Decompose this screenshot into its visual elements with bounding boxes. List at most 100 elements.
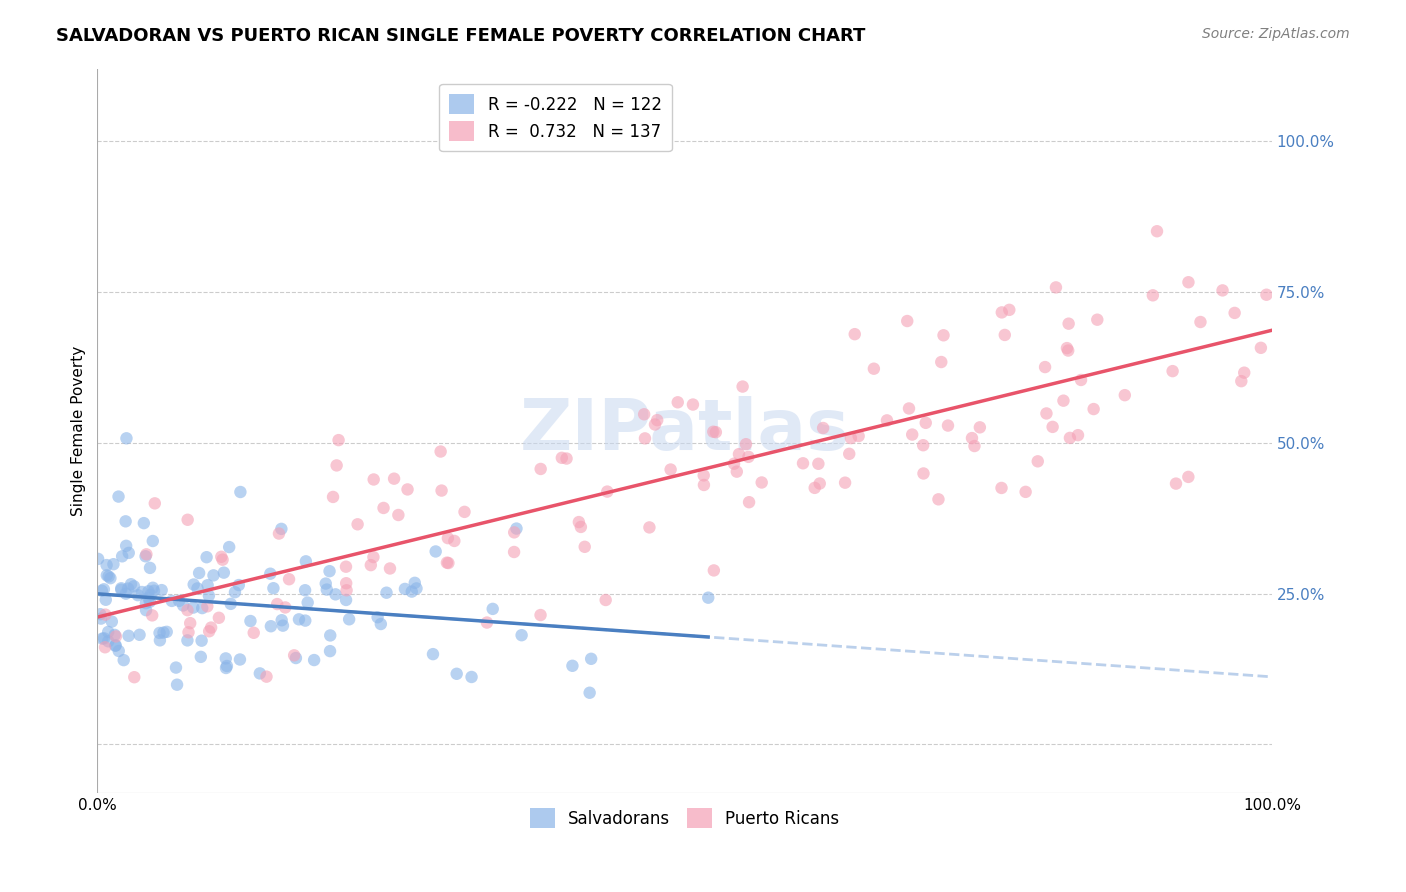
Point	[138, 584, 160, 599]
Point	[94, 640, 117, 655]
Point	[811, 421, 834, 435]
Point	[1056, 341, 1078, 355]
Point	[197, 578, 219, 592]
Point	[266, 597, 288, 611]
Point	[1014, 484, 1036, 499]
Point	[181, 600, 204, 615]
Point	[288, 612, 311, 626]
Point	[149, 633, 172, 648]
Point	[378, 561, 401, 575]
Point	[141, 608, 163, 623]
Point	[596, 484, 619, 499]
Point	[1161, 364, 1184, 378]
Point	[335, 593, 357, 607]
Point	[1035, 407, 1057, 421]
Point	[574, 540, 596, 554]
Point	[901, 427, 924, 442]
Point	[325, 587, 347, 601]
Point	[725, 465, 748, 479]
Point	[1177, 275, 1199, 289]
Point	[579, 652, 602, 666]
Point	[422, 647, 444, 661]
Point	[96, 558, 118, 573]
Point	[367, 610, 389, 624]
Point	[735, 437, 758, 451]
Point	[728, 447, 751, 461]
Point	[561, 658, 583, 673]
Point	[1256, 287, 1278, 301]
Point	[128, 628, 150, 642]
Point	[165, 660, 187, 674]
Point	[346, 517, 368, 532]
Point	[863, 361, 886, 376]
Point	[104, 629, 127, 643]
Point	[139, 561, 162, 575]
Point	[529, 608, 551, 623]
Point	[200, 621, 222, 635]
Point	[107, 644, 129, 658]
Point	[215, 659, 238, 673]
Point	[186, 582, 208, 596]
Point	[644, 417, 666, 432]
Point	[1250, 341, 1272, 355]
Point	[335, 559, 357, 574]
Point	[239, 614, 262, 628]
Point	[335, 576, 357, 591]
Point	[249, 666, 271, 681]
Point	[176, 513, 198, 527]
Point	[259, 566, 281, 581]
Point	[114, 514, 136, 528]
Point	[1085, 312, 1108, 326]
Point	[96, 568, 118, 582]
Point	[595, 593, 617, 607]
Point	[135, 596, 157, 610]
Point	[808, 476, 831, 491]
Point	[294, 614, 316, 628]
Point	[429, 444, 451, 458]
Point	[212, 566, 235, 580]
Point	[215, 651, 238, 665]
Point	[328, 433, 350, 447]
Point	[936, 418, 959, 433]
Point	[1042, 420, 1064, 434]
Point	[242, 625, 264, 640]
Point	[135, 603, 157, 617]
Point	[896, 314, 918, 328]
Point	[167, 594, 190, 608]
Point	[131, 585, 153, 599]
Point	[1230, 374, 1253, 388]
Point	[294, 583, 316, 598]
Point	[94, 592, 117, 607]
Point	[375, 585, 398, 599]
Point	[382, 472, 405, 486]
Point	[876, 413, 898, 427]
Point	[104, 639, 127, 653]
Point	[319, 644, 342, 658]
Point	[166, 678, 188, 692]
Point	[697, 591, 720, 605]
Point	[425, 544, 447, 558]
Point	[396, 483, 419, 497]
Point	[215, 661, 238, 675]
Point	[503, 545, 526, 559]
Point	[912, 467, 935, 481]
Point	[1142, 288, 1164, 302]
Point	[318, 564, 340, 578]
Point	[270, 522, 292, 536]
Point	[218, 540, 240, 554]
Point	[638, 520, 661, 534]
Point	[394, 582, 416, 596]
Point	[91, 632, 114, 646]
Point	[569, 520, 592, 534]
Point	[807, 457, 830, 471]
Point	[198, 589, 221, 603]
Point	[1052, 393, 1074, 408]
Point	[198, 624, 221, 639]
Point	[132, 516, 155, 530]
Point	[190, 649, 212, 664]
Point	[179, 616, 201, 631]
Point	[202, 568, 225, 582]
Point	[430, 483, 453, 498]
Point	[111, 549, 134, 564]
Point	[110, 581, 132, 595]
